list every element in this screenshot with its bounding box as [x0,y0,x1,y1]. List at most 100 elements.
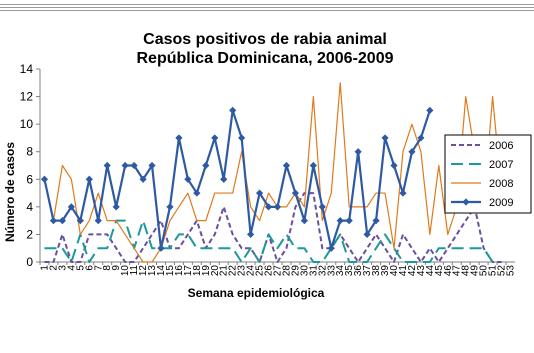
point-2009 [94,217,102,225]
x-tick-label: 42 [407,265,418,277]
point-2009 [211,134,219,142]
x-tick-label: 53 [506,265,517,277]
point-2009 [327,244,335,252]
point-2009 [175,134,183,142]
point-2009 [282,161,291,170]
y-tick-label: 6 [26,172,33,186]
point-2009 [40,175,49,183]
point-2009 [85,175,93,183]
point-2009 [229,106,237,114]
x-tick-label: 48 [461,265,472,277]
x-tick-label: 25 [255,265,266,277]
point-2009 [67,203,75,211]
point-2009 [426,106,434,114]
x-tick-label: 7 [93,265,104,271]
x-tick-label: 32 [317,265,328,277]
series-line-2006 [44,192,502,263]
point-2009 [345,217,353,225]
series-line-2009 [43,109,431,250]
legend-box [444,134,532,214]
point-2009 [220,175,228,183]
x-tick-label: 2 [48,265,59,271]
x-tick-label: 16 [174,265,185,277]
header-rule-bottom [0,10,534,11]
point-2009 [157,244,165,252]
point-2009 [255,189,264,197]
point-2009 [139,175,147,183]
x-tick-label: 35 [344,265,355,277]
y-tick-label: 2 [26,227,33,241]
y-tick-label: 0 [26,255,33,269]
point-2009 [130,161,138,170]
series-line-2008 [43,82,503,263]
point-2009 [291,189,300,197]
point-2009 [112,203,120,211]
x-tick-label: 47 [452,265,463,277]
point-2009 [121,161,129,170]
header-rule-top [0,4,534,5]
x-tick-label: 40 [389,265,400,277]
chart-title-line-2: República Dominicana, 2006-2009 [137,50,394,67]
point-2009 [247,230,255,239]
point-2009 [58,217,67,225]
x-tick-label: 28 [281,265,292,277]
y-tick-label: 10 [20,117,34,131]
x-tick-label: 51 [488,265,499,277]
x-tick-label: 49 [470,265,481,277]
x-tick-label: 18 [192,265,203,277]
x-tick-label: 22 [228,265,239,277]
y-tick-label: 12 [20,90,34,104]
point-2009 [49,217,58,225]
x-tick-label: 12 [138,265,149,277]
legend-marker-2009 [462,198,470,206]
x-tick-label: 3 [57,265,68,271]
legend-label-2008: 2008 [489,178,513,190]
x-tick-label: 19 [201,265,212,277]
x-axis-title: Semana epidemiológica [188,286,325,300]
x-tick-label: 39 [380,265,391,277]
point-2009 [309,161,317,170]
x-tick-label: 30 [299,265,310,277]
x-tick-label: 17 [183,265,194,277]
point-2009 [273,203,282,211]
x-tick-label: 34 [335,265,346,277]
legend-label-2007: 2007 [489,159,513,171]
point-2009 [363,230,371,239]
legend-label-2006: 2006 [489,140,513,152]
point-2009 [300,217,308,225]
x-tick-label: 5 [75,265,86,271]
x-tick-label: 8 [102,265,113,271]
x-tick-label: 36 [353,265,364,277]
y-tick-label: 4 [26,200,33,214]
x-tick-label: 9 [111,265,122,271]
point-2009 [354,148,362,156]
point-2009 [417,134,425,142]
point-2009 [238,134,246,142]
point-2009 [372,217,380,225]
x-tick-label: 45 [434,265,445,277]
point-2009 [103,161,111,170]
legend: 2006 2007 2008 2009 [444,134,532,214]
y-tick-label: 8 [26,145,33,159]
point-2009 [318,203,326,211]
x-tick-label: 10 [120,265,131,277]
header-rule-middle [0,7,534,8]
point-2009 [193,189,201,197]
point-2009 [399,189,407,197]
x-tick-label: 15 [165,265,176,277]
point-2009 [408,148,416,156]
point-2009 [336,217,344,225]
x-tick-label: 41 [398,265,409,277]
x-tick-label: 27 [273,265,284,277]
point-2009 [184,175,192,183]
x-tick-label: 37 [362,265,373,277]
x-tick-label: 52 [497,265,508,277]
x-tick-label: 50 [479,265,490,277]
x-tick-label: 1 [39,265,50,271]
point-2009 [76,217,84,225]
point-2009 [381,134,389,142]
x-tick-label: 24 [246,265,257,277]
x-tick-label: 33 [326,265,337,277]
x-tick-label: 46 [443,265,454,277]
